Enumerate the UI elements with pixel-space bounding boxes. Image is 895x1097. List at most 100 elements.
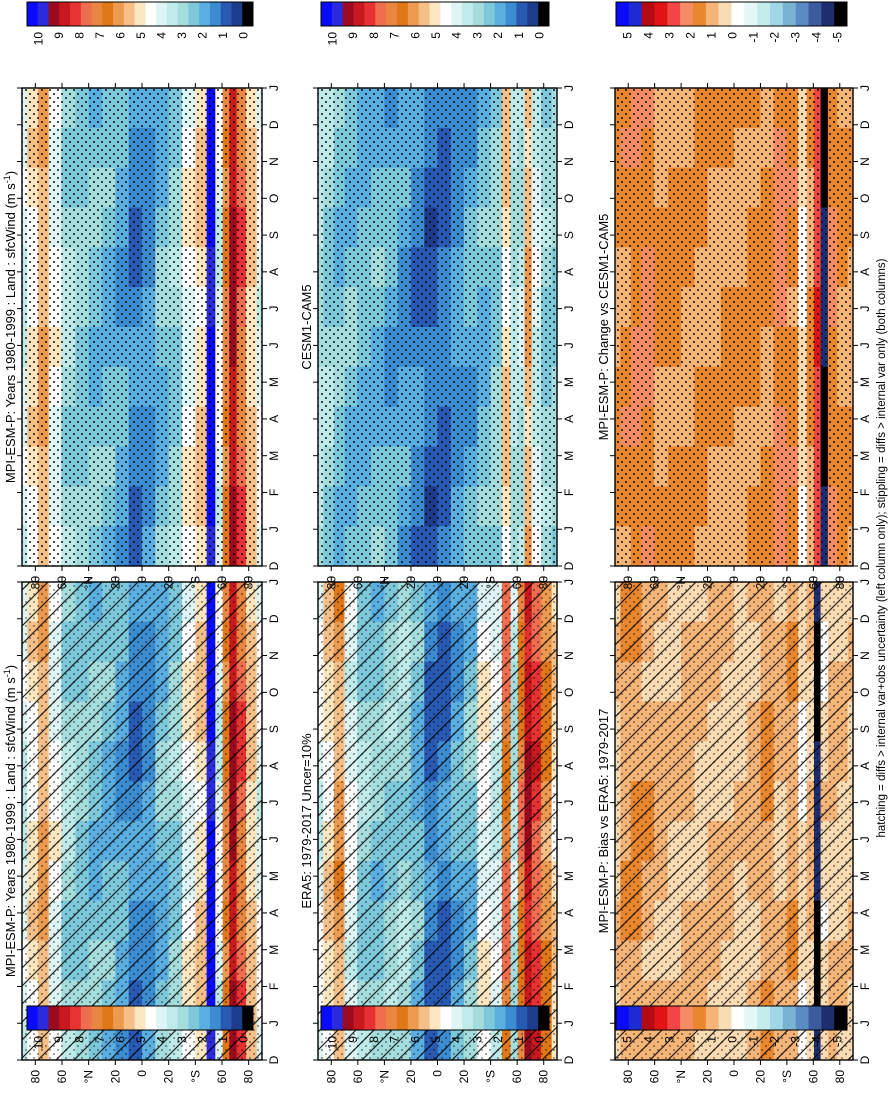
colorbar-swatch	[407, 1006, 420, 1030]
colorbar-swatch	[113, 1006, 125, 1030]
panel-title: MPI-ESM-P: Bias vs ERA5: 1979-2017	[596, 709, 611, 934]
colorbar-label: 7	[93, 1036, 107, 1043]
colorbar-swatch	[693, 1006, 707, 1030]
colorbar: 5 4 3 2 1 0 -1 -2 -3 -4 -5	[615, 1, 848, 43]
lat-tick-label: 0	[727, 576, 741, 583]
colorbar-label: 4	[450, 32, 464, 39]
month-tick-label: N	[562, 157, 576, 166]
colorbar-swatch	[680, 1006, 694, 1030]
colorbar-label: 2	[196, 32, 210, 39]
colorbar-swatch	[209, 1006, 222, 1030]
month-tick-label: M	[267, 945, 281, 955]
colorbar-label: 10	[31, 1036, 45, 1050]
colorbar-swatch	[397, 2, 409, 26]
colorbar-swatch	[429, 1006, 441, 1030]
footer-note: hatching = diffs > internal var+obs unce…	[876, 258, 888, 837]
lat-tick-label: 60	[510, 1070, 524, 1084]
colorbar-label: -5	[831, 1036, 845, 1047]
colorbar-swatch	[220, 2, 232, 26]
colorbar-swatch	[177, 2, 189, 26]
lat-tick-label: 20	[162, 576, 176, 590]
lat-tick-label: 20	[404, 1070, 418, 1084]
lat-tick-label: 80	[833, 576, 847, 590]
month-tick-label: J	[267, 526, 281, 532]
colorbar-swatch	[418, 2, 430, 26]
lat-tick-label: 80	[537, 576, 551, 590]
colorbar-label: 5	[621, 32, 635, 39]
colorbar-swatch	[473, 2, 485, 26]
colorbar-label: 6	[113, 1036, 127, 1043]
lat-tick-label: 0	[431, 576, 445, 583]
colorbar-swatch	[353, 2, 365, 26]
month-tick-label: N	[267, 157, 281, 166]
colorbar-swatch	[429, 2, 441, 26]
colorbar-swatch	[705, 2, 719, 26]
lat-tick-label: 60	[806, 576, 820, 590]
lat-tick-label: °N	[377, 576, 391, 589]
colorbar-label: 1	[512, 1036, 526, 1043]
colorbar-label: 1	[216, 1036, 230, 1043]
stippling-overlay	[615, 88, 853, 566]
colorbar-swatch	[483, 1006, 496, 1030]
colorbar-swatch	[364, 1006, 376, 1030]
colorbar-label: 3	[470, 32, 484, 39]
lat-tick-label: 60	[351, 1070, 365, 1084]
colorbar-swatch	[693, 2, 707, 26]
month-tick-label: J	[562, 526, 576, 532]
month-tick-label: A	[858, 415, 872, 423]
month-tick-label: N	[858, 157, 872, 166]
colorbar-swatch	[209, 2, 222, 26]
month-tick-label: O	[562, 688, 576, 697]
month-tick-label: M	[267, 871, 281, 881]
month-tick-label: M	[562, 377, 576, 387]
colorbar-swatch	[782, 2, 796, 26]
lat-tick-label: 80	[28, 576, 42, 590]
colorbar-swatch	[795, 1006, 809, 1030]
month-tick-label: M	[267, 451, 281, 461]
panel-title: MPI-ESM-P: Change vs CESM1-CAM5	[596, 214, 611, 441]
heatmap-body	[318, 88, 557, 566]
colorbar-swatch	[91, 2, 103, 26]
colorbar-label: -2	[768, 1036, 782, 1047]
colorbar-swatch	[386, 1006, 398, 1030]
colorbar-swatch	[199, 1006, 211, 1030]
colorbar-swatch	[757, 1006, 771, 1030]
lat-tick-label: 80	[324, 1070, 338, 1084]
lat-tick-label: 60	[648, 576, 662, 590]
month-tick-label: A	[562, 415, 576, 423]
colorbar-swatch	[59, 1006, 71, 1030]
month-tick-label: D	[267, 614, 281, 623]
colorbar-swatch	[462, 1006, 474, 1030]
lat-tick-label: 60	[351, 576, 365, 590]
lat-tick-label: 80	[242, 1070, 256, 1084]
colorbar-swatch	[375, 1006, 387, 1030]
colorbar-swatch	[795, 2, 809, 26]
colorbar-label: -4	[810, 32, 824, 43]
lat-tick-label: 20	[753, 576, 767, 590]
colorbar-label: 3	[663, 1036, 677, 1043]
colorbar-swatch	[718, 2, 732, 26]
month-tick-label: J	[267, 306, 281, 312]
lat-tick-label: 0	[135, 1070, 149, 1077]
lat-tick-label: 60	[648, 1070, 662, 1084]
colorbar-label: 5	[429, 32, 443, 39]
colorbar-swatch	[134, 2, 146, 26]
month-tick-label: A	[562, 909, 576, 917]
colorbar-swatch	[102, 1006, 114, 1030]
colorbar-swatch	[680, 2, 694, 26]
month-tick-label: J	[858, 85, 872, 91]
colorbar-swatch	[123, 1006, 135, 1030]
panel-title: MPI-ESM-P: Years 1980-1999 : Land : sfcW…	[2, 171, 18, 483]
colorbar-label: 0	[726, 1036, 740, 1043]
month-tick-label: D	[562, 561, 576, 570]
colorbar-label: -3	[789, 1036, 803, 1047]
colorbar-swatch	[156, 2, 168, 26]
colorbar-label: 6	[113, 32, 127, 39]
colorbar-label: 5	[134, 1036, 148, 1043]
month-tick-label: J	[858, 579, 872, 585]
month-tick-label: J	[267, 836, 281, 842]
colorbar-swatch	[718, 1006, 732, 1030]
colorbar-swatch	[242, 1006, 254, 1030]
lat-tick-label: °N	[82, 576, 96, 589]
